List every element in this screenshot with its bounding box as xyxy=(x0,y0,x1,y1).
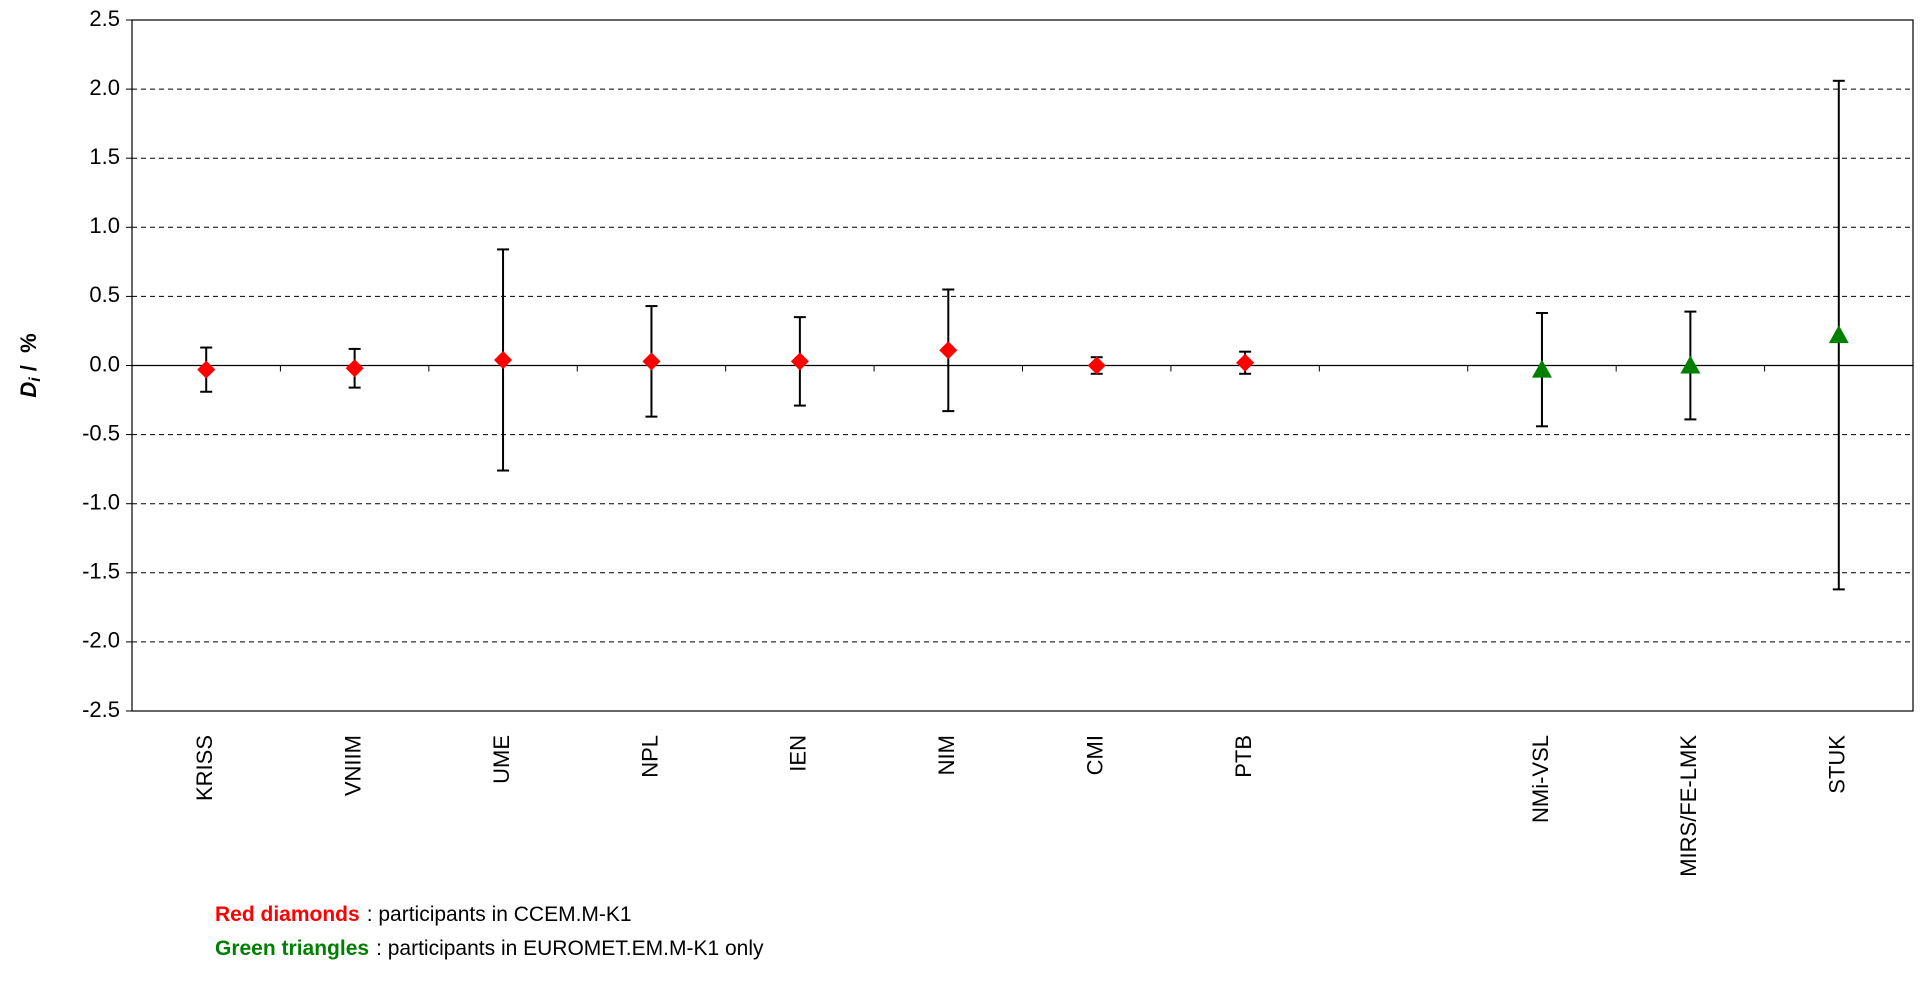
x-tick-label: NPL xyxy=(637,735,662,778)
legend-entry: Red diamonds : participants in CCEM.M-K1 xyxy=(215,903,632,926)
y-tick-label: 1.0 xyxy=(89,213,120,238)
y-axis-label: Di / % xyxy=(16,333,44,397)
x-tick-label: UME xyxy=(489,735,514,784)
x-tick-label: IEN xyxy=(786,735,811,772)
x-tick-label: NMi-VSL xyxy=(1528,735,1553,823)
diamond-marker xyxy=(939,341,958,360)
diamond-marker xyxy=(197,360,216,379)
triangle-marker xyxy=(1828,325,1849,344)
diamond-marker xyxy=(345,359,364,378)
diamond-marker xyxy=(790,352,809,371)
y-tick-label: 0.0 xyxy=(89,351,120,376)
y-label-rest: / % xyxy=(16,333,41,377)
legend-name: Green triangles xyxy=(215,937,369,960)
x-tick-label: KRISS xyxy=(192,735,217,801)
y-tick-label: 2.5 xyxy=(89,6,120,31)
y-tick-label: -2.5 xyxy=(82,697,120,722)
plot-frame xyxy=(131,19,1914,712)
x-tick-label: PTB xyxy=(1231,735,1256,778)
y-label-sub: i xyxy=(27,377,44,382)
y-tick-label: 2.0 xyxy=(89,75,120,100)
diamond-marker xyxy=(642,352,661,371)
triangle-marker xyxy=(1680,355,1701,374)
diamond-marker xyxy=(494,350,513,369)
y-label-main: D xyxy=(16,382,41,398)
legend-description: : participants in EUROMET.EM.M-K1 only xyxy=(376,937,764,960)
legend-description: : participants in CCEM.M-K1 xyxy=(367,903,632,926)
y-tick-label: 0.5 xyxy=(89,282,120,307)
y-tick-label: -2.0 xyxy=(82,628,120,653)
x-tick-label: MIRS/FE-LMK xyxy=(1676,735,1701,877)
y-tick-label: -0.5 xyxy=(82,420,120,445)
y-tick-label: 1.5 xyxy=(89,144,120,169)
legend-entry: Green triangles : participants in EUROMET… xyxy=(215,937,764,960)
diamond-marker xyxy=(1087,356,1106,375)
triangle-marker xyxy=(1531,359,1552,378)
x-tick-label: CMI xyxy=(1083,735,1108,775)
x-tick-label: STUK xyxy=(1825,735,1850,794)
x-tick-label: VNIIM xyxy=(340,735,365,796)
legend-name: Red diamonds xyxy=(215,903,360,926)
x-tick-label: NIM xyxy=(934,735,959,775)
diamond-marker xyxy=(1236,353,1255,372)
y-tick-label: -1.0 xyxy=(82,490,120,515)
y-tick-label: -1.5 xyxy=(82,559,120,584)
